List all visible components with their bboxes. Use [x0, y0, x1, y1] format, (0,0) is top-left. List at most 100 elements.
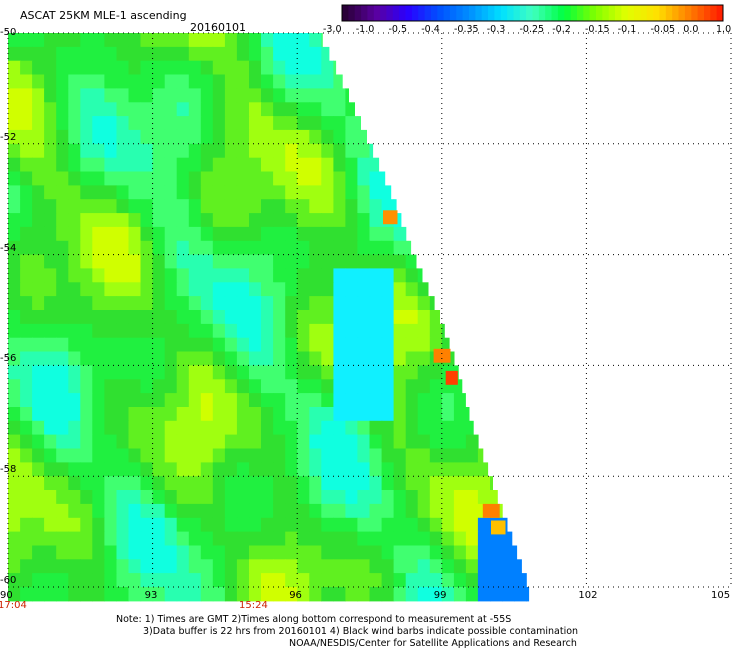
heatmap-cell: [20, 143, 33, 159]
heatmap-cell: [68, 88, 81, 103]
heatmap-cell: [357, 116, 361, 131]
heatmap-cell: [20, 240, 33, 256]
heatmap-cell: [249, 517, 262, 533]
heatmap-cell: [321, 157, 334, 173]
heatmap-cell: [236, 351, 250, 366]
heatmap-cell: [200, 157, 214, 173]
heatmap-cell: [261, 102, 274, 117]
colorbar-segment: [519, 5, 527, 21]
heatmap-cells: [8, 33, 530, 602]
heatmap-cell: [68, 116, 81, 131]
heatmap-cell: [128, 199, 142, 214]
heatmap-cell: [164, 559, 178, 574]
heatmap-cell: [224, 254, 238, 269]
heatmap-cell: [68, 102, 81, 117]
heatmap-cell: [393, 240, 407, 256]
heatmap-cell: [369, 407, 383, 422]
heatmap-cell: [176, 33, 190, 48]
heatmap-cell: [176, 185, 190, 200]
heatmap-cell: [128, 157, 142, 173]
colorbar-segment: [513, 5, 521, 21]
heatmap-cell: [273, 33, 286, 48]
heatmap-cell: [249, 379, 262, 394]
heatmap-cell: [188, 407, 202, 422]
heatmap-cell: [285, 226, 298, 242]
heatmap-cell: [32, 517, 45, 533]
heatmap-cell: [273, 74, 286, 89]
heatmap-cell: [465, 531, 479, 547]
heatmap-cell: [405, 517, 419, 533]
heatmap-cell: [417, 420, 431, 436]
heatmap-cell: [176, 323, 190, 339]
heatmap-cell: [261, 254, 274, 269]
heatmap-cell: [80, 240, 93, 256]
heatmap-cell: [140, 310, 154, 325]
heatmap-cell: [309, 60, 322, 76]
heatmap-cell: [381, 185, 392, 200]
heatmap-cell: [104, 337, 117, 353]
heatmap-cell: [56, 448, 69, 463]
heatmap-cell: [104, 74, 117, 89]
heatmap-cell: [104, 573, 117, 588]
heatmap-cell: [44, 393, 57, 408]
heatmap-cell: [453, 476, 467, 491]
heatmap-cell: [405, 531, 419, 547]
heatmap-cell: [297, 240, 310, 256]
heatmap-cell: [44, 448, 57, 463]
heatmap-cell: [152, 351, 166, 366]
heatmap-cell: [297, 60, 310, 76]
heatmap-cell: [212, 88, 226, 103]
heatmap-cell: [212, 434, 226, 450]
heatmap-cell: [68, 240, 81, 256]
heatmap-cell: [8, 171, 21, 186]
heatmap-cell: [236, 254, 250, 269]
heatmap-cell: [309, 420, 322, 436]
heatmap-cell: [80, 226, 93, 242]
heatmap-cell: [441, 323, 445, 339]
heatmap-cell: [249, 116, 262, 131]
heatmap-cell: [333, 337, 346, 353]
colorbar-segment: [354, 5, 362, 21]
heatmap-cell: [381, 323, 395, 339]
heatmap-cell: [321, 490, 334, 505]
heatmap-cell: [56, 171, 69, 186]
heatmap-cell: [417, 310, 431, 325]
heatmap-cell: [309, 379, 322, 394]
heatmap-cell: [249, 476, 262, 491]
heatmap-cell: [20, 379, 33, 394]
heatmap-cell: [273, 185, 286, 200]
colorbar-segment: [577, 5, 584, 21]
heatmap-cell: [152, 46, 166, 62]
heatmap-cell: [321, 351, 334, 366]
heatmap-cell: [200, 351, 214, 366]
heatmap-cell: [261, 33, 274, 48]
heatmap-cell: [152, 199, 166, 214]
heatmap-cell: [140, 517, 154, 533]
heatmap-cell: [405, 351, 419, 366]
heatmap-cell: [261, 240, 274, 256]
heatmap-cell: [357, 587, 371, 602]
heatmap-cell: [176, 531, 190, 547]
heatmap-cell: [176, 573, 190, 588]
heatmap-cell: [68, 573, 81, 588]
heatmap-cell: [261, 448, 274, 463]
heatmap-cell: [8, 240, 21, 256]
heatmap-cell: [176, 74, 190, 89]
heatmap-cell: [32, 337, 45, 353]
heatmap-cell: [249, 393, 262, 408]
heatmap-cell: [333, 88, 346, 103]
heatmap-cell: [441, 476, 455, 491]
chart-date: 20160101: [190, 21, 246, 34]
time-label: 17:04: [0, 600, 27, 611]
heatmap-cell: [8, 462, 21, 477]
chart-title: ASCAT 25KM MLE-1 ascending: [20, 9, 187, 22]
heatmap-cell: [417, 337, 431, 353]
colorbar-segment: [462, 5, 470, 21]
heatmap-cell: [68, 462, 81, 477]
heatmap-cell: [309, 240, 322, 256]
heatmap-cell: [273, 573, 286, 588]
heatmap-cell: [200, 213, 214, 228]
heatmap-cell: [128, 587, 142, 602]
heatmap-cell: [405, 268, 419, 283]
heatmap-cell: [200, 88, 214, 103]
